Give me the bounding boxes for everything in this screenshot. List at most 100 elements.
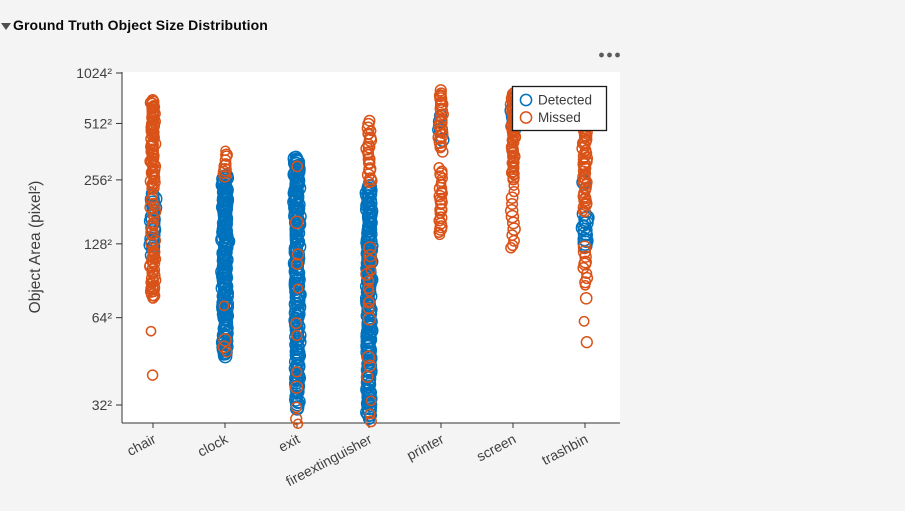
y-tick-label: 64²	[92, 310, 113, 326]
scatter-point-missed	[145, 225, 159, 240]
scatter-point-missed	[577, 245, 592, 259]
legend-marker-missed-icon	[519, 111, 533, 124]
legend-label-detected: Detected	[538, 93, 592, 108]
scatter-point-missed	[147, 208, 159, 220]
scatter-point-missed	[577, 240, 592, 255]
scatter-point-missed	[433, 189, 447, 203]
scatter-point-missed	[361, 121, 375, 135]
scatter-point-missed	[148, 289, 161, 302]
scatter-point-missed	[221, 346, 233, 358]
scatter-point-missed	[508, 185, 520, 198]
scatter-point-missed	[220, 148, 233, 162]
scatter-point-missed	[364, 415, 377, 428]
scatter-point-missed	[577, 189, 591, 203]
scatter-point-missed	[434, 84, 447, 97]
scatter-point-detected	[363, 385, 378, 400]
options-menu-button[interactable]	[599, 52, 620, 58]
scatter-point-missed	[506, 216, 520, 230]
scatter-point-missed	[363, 295, 375, 308]
legend-marker-detected-icon	[519, 93, 533, 107]
scatter-point-missed	[291, 248, 305, 261]
scatter-point-missed	[290, 401, 303, 413]
x-tick-label-printer: printer	[404, 430, 447, 463]
y-tick-label: 32²	[92, 397, 113, 413]
y-tick-label: 128²	[84, 236, 112, 252]
scatter-point-missed	[146, 369, 159, 381]
scatter-point-missed	[363, 162, 377, 176]
scatter-point-missed	[363, 248, 377, 263]
scatter-point-missed	[578, 315, 590, 327]
scatter-point-missed	[218, 300, 230, 312]
scatter-point-missed	[365, 264, 377, 276]
scatter-point-missed	[580, 336, 593, 349]
collapse-caret-icon[interactable]	[1, 22, 11, 30]
scatter-point-missed	[433, 162, 445, 174]
scatter-point-missed	[291, 366, 303, 378]
scatter-point-missed	[363, 241, 377, 255]
scatter-point-missed	[144, 258, 159, 273]
scatter-point-missed	[289, 380, 304, 394]
scatter-point-missed	[148, 205, 162, 219]
scatter-point-missed	[145, 282, 159, 296]
scatter-point-missed	[291, 160, 304, 173]
scatter-point-missed	[434, 220, 448, 234]
scatter-point-missed	[289, 215, 304, 230]
scatter-point-missed	[220, 158, 232, 170]
y-axis-label: Object Area (pixel²)	[27, 181, 44, 314]
scatter-point-missed	[361, 350, 376, 365]
scatter-point-missed	[291, 329, 303, 342]
ellipsis-dot-icon	[599, 52, 604, 58]
scatter-point-missed	[508, 234, 520, 247]
scatter-point-missed	[148, 234, 162, 247]
legend-box	[511, 85, 608, 132]
scatter-point-missed	[434, 211, 448, 225]
scatter-point-detected	[289, 150, 303, 164]
legend-label-missed: Missed	[538, 110, 581, 125]
section-header: Ground Truth Object Size Distribution	[0, 14, 268, 36]
scatter-point-missed	[220, 145, 231, 156]
scatter-point-missed	[434, 167, 448, 181]
scatter-point-missed	[149, 253, 162, 265]
scatter-point-missed	[435, 203, 448, 216]
scatter-point-missed	[361, 370, 374, 384]
scatter-point-missed	[362, 127, 375, 140]
scatter-point-missed	[290, 317, 303, 330]
scatter-point-missed	[436, 165, 448, 177]
scatter-point-missed	[290, 412, 303, 425]
scatter-point-missed	[147, 246, 159, 257]
scatter-point-missed	[580, 197, 593, 210]
scatter-point-missed	[505, 242, 517, 254]
scatter-point-missed	[217, 340, 231, 354]
x-tick-label-exit: exit	[276, 430, 303, 454]
scatter-point-missed	[506, 239, 519, 252]
scatter-point-missed	[144, 154, 158, 168]
scatter-point-missed	[362, 282, 375, 294]
scatter-point-missed	[291, 257, 304, 270]
scatter-point-missed	[147, 249, 161, 263]
x-tick-label-clock: clock	[195, 430, 232, 460]
legend[interactable]: Detected Missed	[511, 85, 608, 132]
scatter-point-missed	[218, 163, 232, 177]
scatter-point-missed	[363, 254, 378, 269]
scatter-point-missed	[579, 291, 593, 305]
x-tick-label-chair: chair	[124, 430, 159, 459]
scatter-point-missed	[508, 180, 520, 191]
scatter-point-missed	[292, 418, 304, 430]
scatter-point-missed	[505, 191, 519, 205]
scatter-point-missed	[579, 144, 592, 156]
x-tick-label-trashbin: trashbin	[539, 431, 590, 469]
y-tick-label: 512²	[84, 115, 112, 131]
scatter-point-missed	[579, 255, 592, 269]
scatter-point-missed	[506, 197, 519, 211]
ellipsis-dot-icon	[615, 52, 620, 58]
ellipsis-dot-icon	[607, 52, 612, 58]
scatter-point-missed	[365, 395, 377, 407]
scatter-point-missed	[362, 302, 375, 315]
scatter-point-missed	[146, 94, 159, 107]
scatter-point-missed	[147, 189, 159, 201]
section-title: Ground Truth Object Size Distribution	[13, 17, 268, 33]
scatter-point-missed	[363, 114, 376, 127]
scatter-point-missed	[292, 283, 304, 294]
